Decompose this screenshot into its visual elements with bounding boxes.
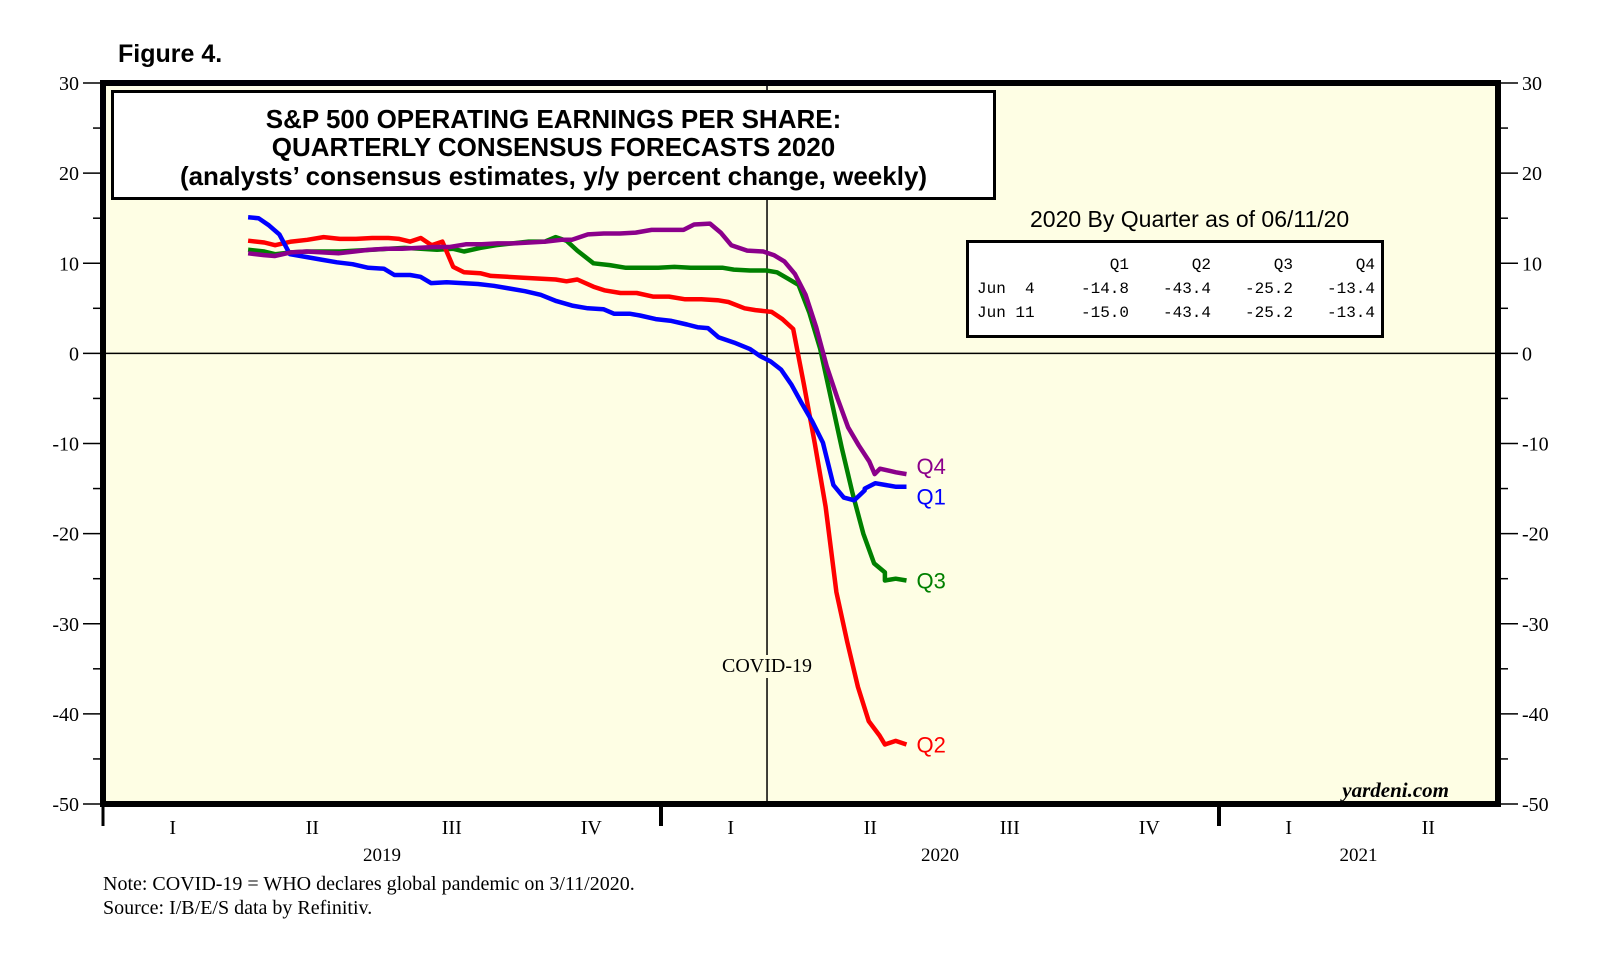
summary-table-header: Q1 Q2 Q3 Q4	[977, 253, 1375, 277]
summary-table-row: Jun 4 -14.8 -43.4 -25.2 -13.4	[977, 277, 1375, 301]
cell-value: -13.4	[1326, 304, 1375, 322]
x-quarter-label: I	[1285, 817, 1292, 839]
cell-value: -25.2	[1244, 280, 1293, 298]
row-label: Jun 11	[977, 304, 1035, 322]
series-line-q1	[247, 215, 907, 503]
x-quarter-label: III	[1000, 817, 1020, 839]
x-quarter-label: IV	[1139, 817, 1161, 839]
x-quarter-label: III	[442, 817, 462, 839]
x-quarter-label: II	[864, 817, 877, 839]
y-tick-label: 0	[1522, 343, 1532, 365]
series-label-q1: Q1	[917, 485, 946, 510]
cell-value: -13.4	[1326, 280, 1375, 298]
chart-subtitle: (analysts’ consensus estimates, y/y perc…	[179, 161, 928, 191]
summary-col-q3: Q3	[1273, 256, 1293, 274]
summary-col-q4: Q4	[1355, 256, 1375, 274]
series-line-q2	[247, 234, 908, 747]
as-of-title: 2020 By Quarter as of 06/11/20	[1030, 206, 1350, 232]
y-tick-label: 20	[1522, 163, 1542, 185]
y-axis-left: 30 20 10 0 -10 -20 -30 -40 -50	[52, 73, 103, 816]
covid-annotation: COVID-19	[717, 655, 818, 678]
series-label-q2: Q2	[917, 733, 946, 758]
series-label-q3: Q3	[917, 568, 946, 593]
y-tick-label: 10	[1522, 253, 1542, 275]
plot-frame	[100, 80, 1501, 807]
x-quarter-label: I	[727, 817, 734, 839]
figure-label: Figure 4.	[118, 40, 223, 68]
cell-value: -14.8	[1080, 280, 1129, 298]
y-tick-label: 10	[59, 253, 79, 275]
series-group: Q3 Q2 Q1 Q4	[247, 215, 946, 758]
summary-col-q2: Q2	[1191, 256, 1211, 274]
brand-watermark: yardeni.com	[1342, 778, 1449, 802]
x-quarter-label: II	[1422, 817, 1435, 839]
cell-value: -43.4	[1162, 304, 1211, 322]
y-tick-label: 30	[1522, 73, 1542, 95]
y-tick-label: -40	[1522, 704, 1549, 726]
y-tick-label: 30	[59, 73, 79, 95]
summary-table-corner	[977, 253, 1047, 277]
chart-title-box: S&P 500 OPERATING EARNINGS PER SHARE: QU…	[111, 90, 996, 200]
summary-table: Q1 Q2 Q3 Q4 Jun 4 -14.8 -43.4 -25.2 -13.…	[977, 253, 1375, 325]
y-tick-label: -10	[1522, 434, 1549, 456]
x-quarter-label: IV	[581, 817, 603, 839]
row-label: Jun 4	[977, 280, 1035, 298]
y-tick-label: -40	[52, 704, 79, 726]
summary-table-row: Jun 11 -15.0 -43.4 -25.2 -13.4	[977, 301, 1375, 325]
footer: Note: COVID-19 = WHO declares global pan…	[103, 872, 635, 920]
x-year-label: 2021	[1340, 845, 1378, 866]
summary-col-q1: Q1	[1109, 256, 1129, 274]
x-quarter-label: I	[169, 817, 176, 839]
x-year-label: 2019	[363, 845, 401, 866]
y-tick-label: -30	[52, 614, 79, 636]
cell-value: -15.0	[1080, 304, 1129, 322]
y-tick-label: -30	[1522, 614, 1549, 636]
summary-table-box: Q1 Q2 Q3 Q4 Jun 4 -14.8 -43.4 -25.2 -13.…	[966, 240, 1384, 338]
y-axis-right: 30 20 10 0 -10 -20 -30 -40 -50	[1498, 73, 1549, 816]
y-tick-label: -50	[1522, 794, 1549, 816]
plot-background	[103, 83, 1498, 804]
footer-source: Source: I/B/E/S data by Refinitiv.	[103, 897, 373, 919]
y-tick-label: 20	[59, 163, 79, 185]
x-quarter-label: II	[306, 817, 319, 839]
y-tick-label: -20	[1522, 524, 1549, 546]
y-tick-label: -20	[52, 524, 79, 546]
chart-title-line-2: QUARTERLY CONSENSUS FORECASTS 2020	[271, 132, 836, 162]
x-year-label: 2020	[921, 845, 959, 866]
y-tick-label: -50	[52, 794, 79, 816]
series-label-q4: Q4	[917, 454, 946, 479]
y-tick-label: -10	[52, 434, 79, 456]
cell-value: -43.4	[1162, 280, 1211, 298]
footer-note: Note: COVID-19 = WHO declares global pan…	[103, 873, 635, 895]
cell-value: -25.2	[1244, 304, 1293, 322]
series-line-q4	[247, 221, 907, 477]
y-tick-label: 0	[69, 343, 79, 365]
chart-title-line-1: S&P 500 OPERATING EARNINGS PER SHARE:	[265, 104, 842, 134]
